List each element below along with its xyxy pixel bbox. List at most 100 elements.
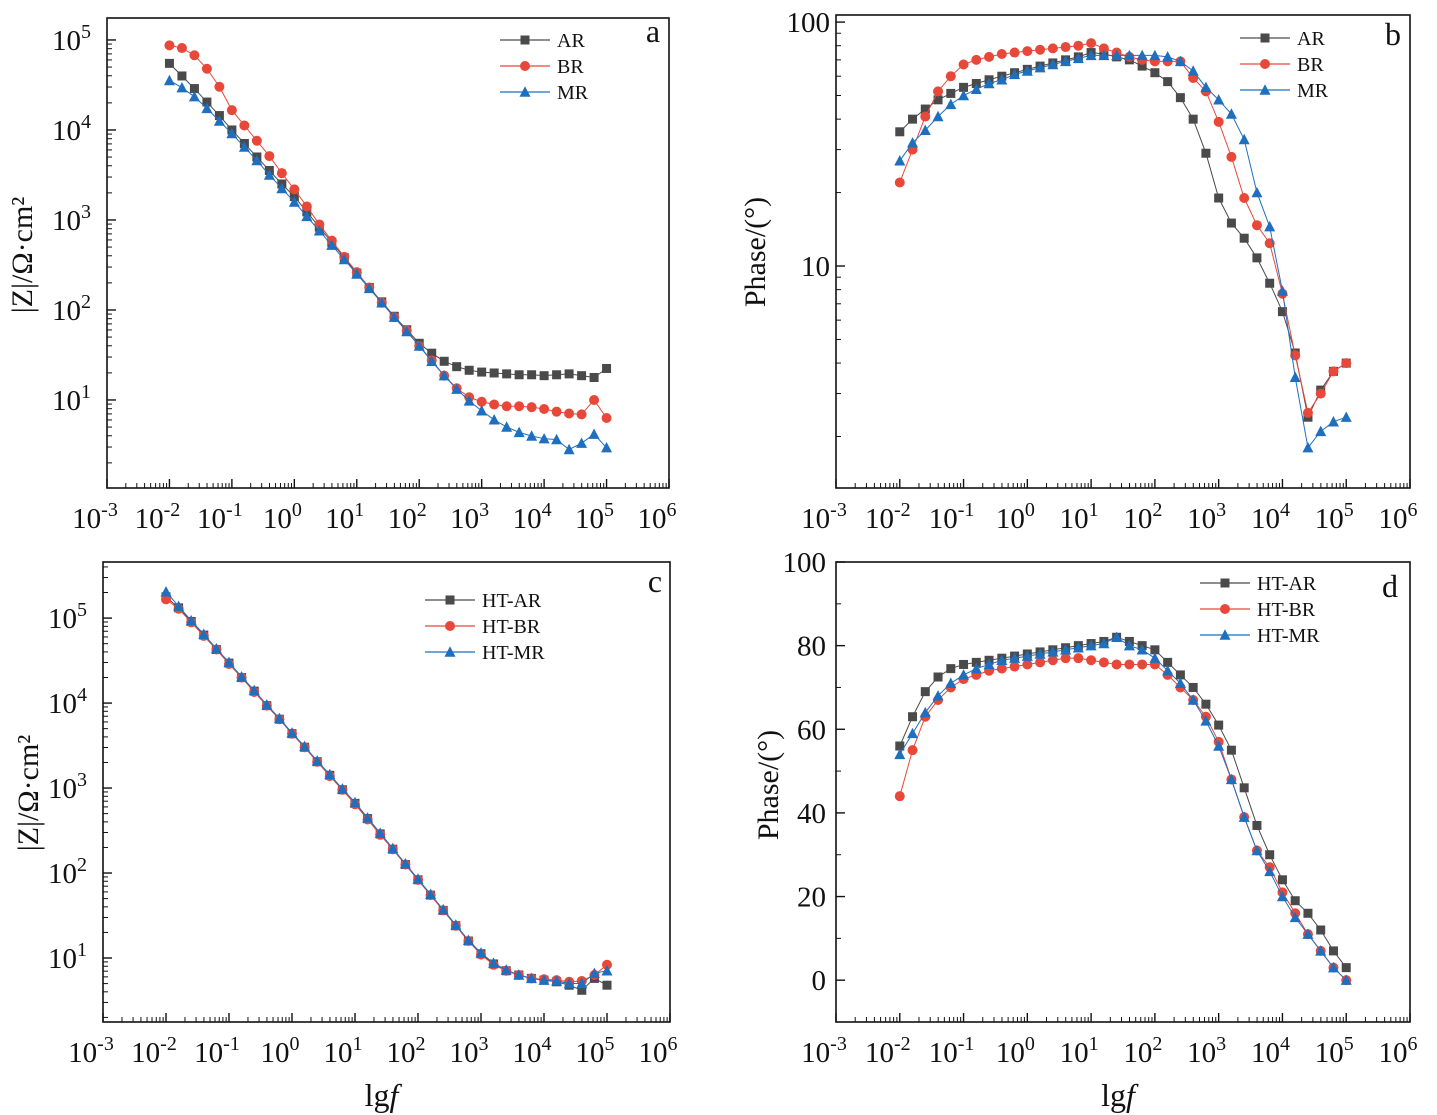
- data-point: [1136, 49, 1148, 61]
- x-tick-exponent: 2: [416, 1033, 426, 1055]
- data-point: [401, 325, 413, 337]
- data-point: [894, 791, 905, 802]
- y-tick-base: 10: [48, 858, 77, 890]
- data-point: [933, 86, 944, 97]
- data-point: [1174, 677, 1186, 688]
- series-mr: [163, 74, 613, 455]
- data-point: [526, 402, 537, 413]
- x-axis-label-lg: lg: [365, 1077, 390, 1113]
- data-point: [1264, 220, 1276, 232]
- data-point: [1098, 637, 1110, 649]
- data-point: [239, 120, 250, 131]
- data-point: [452, 362, 462, 372]
- data-point: [1060, 42, 1071, 53]
- x-tick-label: 10-3: [68, 1033, 114, 1069]
- data-point: [1225, 108, 1237, 119]
- data-point: [984, 51, 995, 62]
- data-point: [276, 182, 288, 194]
- legend-item: MR: [1240, 80, 1329, 102]
- legend-label: HT-BR: [1257, 599, 1316, 621]
- series-line: [899, 657, 1347, 981]
- data-point: [1213, 740, 1225, 751]
- x-tick-label: 102: [387, 1033, 426, 1069]
- data-point: [176, 81, 188, 93]
- data-point: [238, 141, 250, 152]
- data-point: [251, 154, 263, 166]
- x-tick-exponent: 0: [292, 499, 302, 521]
- data-point: [971, 657, 981, 667]
- data-point: [349, 796, 361, 808]
- data-point: [525, 972, 537, 984]
- data-point: [996, 654, 1008, 665]
- data-point: [438, 369, 450, 381]
- x-tick-exponent: 6: [1408, 1033, 1418, 1055]
- data-point: [477, 367, 487, 377]
- data-point: [1149, 49, 1161, 61]
- data-point: [589, 372, 599, 382]
- data-point: [1009, 47, 1020, 58]
- data-point: [919, 124, 931, 136]
- data-point: [602, 363, 612, 373]
- x-tick-exponent: -3: [101, 499, 118, 521]
- y-tick-base: 10: [48, 603, 77, 635]
- legend-item: HT-AR: [1200, 573, 1317, 595]
- legend-item: BR: [1240, 54, 1324, 76]
- y-tick-base: 10: [52, 25, 81, 57]
- data-point: [1073, 653, 1084, 664]
- data-point: [602, 980, 612, 990]
- x-tick-base: 10: [135, 503, 164, 535]
- data-point: [1252, 253, 1262, 263]
- data-point: [1315, 388, 1326, 399]
- data-point: [551, 406, 562, 417]
- legend-item: BR: [500, 56, 584, 78]
- data-point: [959, 659, 969, 669]
- y-tick-base: 10: [48, 773, 77, 805]
- data-point: [946, 88, 956, 98]
- data-point: [907, 745, 918, 756]
- x-tick-base: 10: [865, 1037, 894, 1069]
- x-tick-base: 10: [450, 503, 479, 535]
- data-point: [437, 903, 449, 915]
- data-point: [351, 268, 363, 279]
- data-point: [177, 71, 187, 81]
- series-line: [169, 44, 607, 419]
- legend-marker: [520, 61, 530, 71]
- x-tick-exponent: -2: [894, 499, 911, 521]
- x-tick-exponent: 1: [1089, 1033, 1099, 1055]
- data-point: [908, 114, 918, 124]
- x-tick-exponent: 4: [1280, 499, 1290, 521]
- x-axis-label-lg: lg: [1101, 1077, 1126, 1113]
- y-tick-exponent: 2: [81, 291, 91, 313]
- x-tick-label: 104: [513, 1033, 552, 1069]
- y-tick-label: 20: [797, 882, 826, 914]
- x-tick-exponent: -3: [97, 1033, 114, 1055]
- data-point: [958, 59, 969, 70]
- data-point: [552, 370, 562, 380]
- data-point: [1009, 661, 1020, 672]
- legend-label: HT-MR: [1257, 625, 1320, 647]
- data-point: [564, 369, 574, 379]
- x-tick-base: 10: [1060, 1037, 1089, 1069]
- x-tick-exponent: 3: [1216, 1033, 1226, 1055]
- data-point: [1289, 911, 1301, 923]
- legend-marker: [1220, 578, 1230, 588]
- series-ht-mr: [160, 586, 613, 989]
- plot-frame: [835, 14, 1411, 489]
- y-tick-base: 10: [48, 943, 77, 975]
- x-tick-base: 10: [1379, 1037, 1408, 1069]
- data-point: [1277, 307, 1287, 317]
- x-tick-label: 10-2: [135, 499, 181, 535]
- data-point: [313, 225, 325, 236]
- data-point: [908, 712, 918, 722]
- data-point: [1201, 148, 1211, 158]
- data-point: [387, 842, 399, 854]
- data-point: [1123, 49, 1135, 61]
- data-point: [413, 340, 425, 351]
- x-tick-label: 103: [1187, 1033, 1226, 1069]
- x-tick-label: 106: [1379, 1033, 1418, 1069]
- data-point: [1021, 650, 1033, 661]
- data-point: [1047, 58, 1059, 70]
- x-tick-exponent: 4: [542, 499, 552, 521]
- data-point: [513, 969, 525, 980]
- data-point: [1174, 55, 1186, 67]
